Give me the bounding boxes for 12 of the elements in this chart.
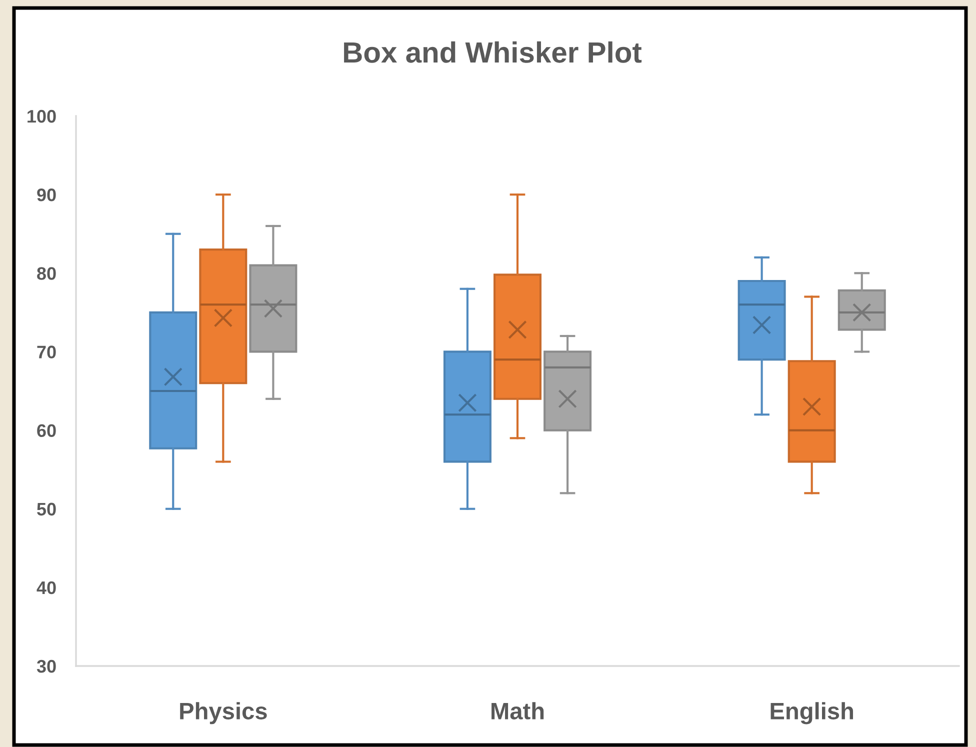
x-tick-label: Physics xyxy=(180,702,267,724)
y-tick-label: 100 xyxy=(28,110,56,123)
chart-title: Box and Whisker Plot xyxy=(344,41,642,63)
y-tick-label: 70 xyxy=(37,346,56,358)
y-tick-label: 80 xyxy=(37,267,56,280)
x-tick-label: Math xyxy=(492,702,544,720)
y-tick-label: 90 xyxy=(37,188,56,202)
y-tick-label: 60 xyxy=(37,424,56,438)
y-tick-label: 30 xyxy=(36,660,56,673)
x-tick-label: English xyxy=(770,702,854,724)
y-tick-label: 40 xyxy=(36,581,56,594)
y-tick-label: 50 xyxy=(37,502,56,516)
